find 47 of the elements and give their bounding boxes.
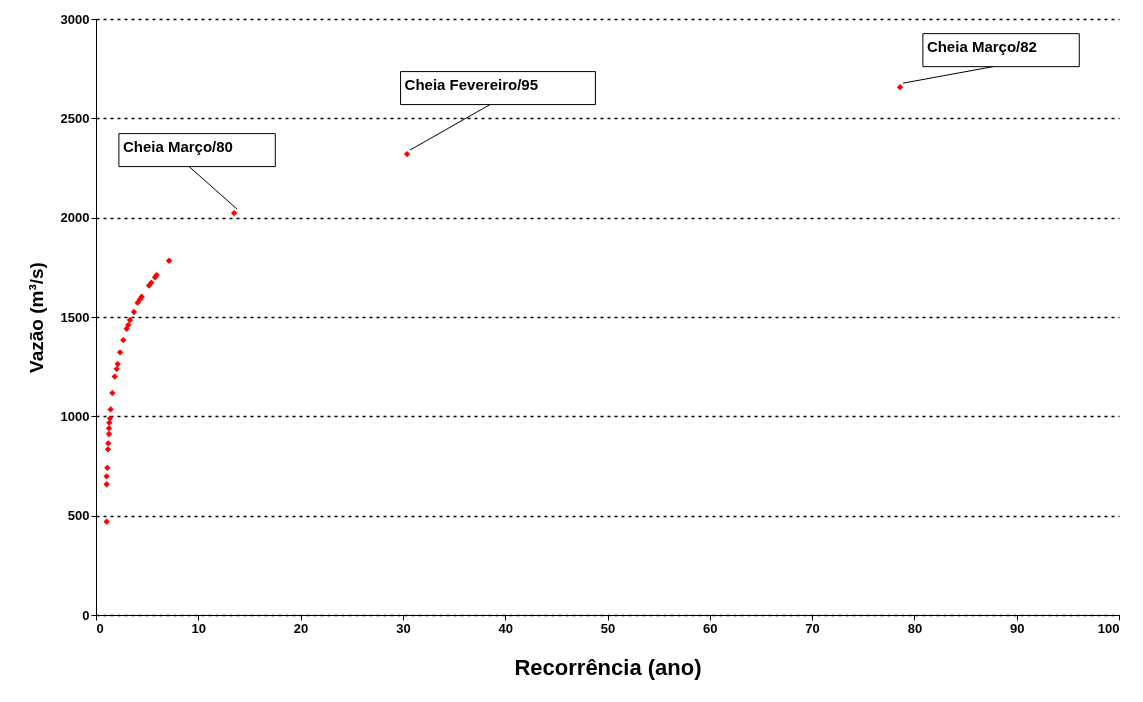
point [104, 464, 111, 471]
point [103, 518, 110, 525]
point [896, 83, 904, 91]
point [116, 349, 124, 356]
x-tick-label: 30 [396, 620, 411, 636]
y-tick-label: 2000 [60, 210, 90, 226]
point [105, 440, 112, 447]
point [107, 406, 114, 413]
x-tick-label: 50 [600, 620, 616, 636]
annotation: Cheia Março/80 [122, 138, 233, 156]
point [125, 321, 132, 329]
y-axis-title: Vazão (m³/s) [25, 262, 47, 373]
point [104, 446, 112, 453]
x-axis-title: Recorrência (ano) [514, 654, 702, 680]
y-tick-label: 0 [82, 607, 90, 623]
point [105, 425, 113, 432]
point [111, 373, 118, 380]
point [126, 316, 134, 324]
point [105, 430, 113, 438]
y-tick-label: 2500 [60, 110, 90, 126]
point [120, 336, 127, 344]
point [103, 481, 110, 488]
point [230, 209, 238, 217]
x-tick-label: 0 [96, 620, 104, 636]
y-tick-label: 1000 [60, 408, 90, 424]
x-tick-label: 100 [1097, 620, 1120, 636]
x-tick-label: 70 [805, 620, 820, 636]
annotation: Cheia Março/82 [926, 38, 1037, 56]
point [109, 389, 116, 397]
point [165, 257, 173, 264]
x-tick-label: 80 [907, 620, 923, 636]
point [103, 473, 110, 480]
x-tick-label: 90 [1009, 620, 1025, 636]
point [403, 150, 411, 158]
point [130, 308, 138, 316]
point [114, 360, 121, 368]
annotation: Cheia Fevereiro/95 [404, 76, 538, 94]
point [123, 325, 130, 332]
x-tick-label: 20 [293, 620, 309, 636]
x-tick-label: 10 [191, 620, 207, 636]
y-tick-label: 3000 [60, 11, 90, 27]
y-tick-label: 1500 [60, 309, 90, 325]
point [113, 365, 120, 373]
x-tick-label: 60 [703, 620, 718, 636]
point [106, 415, 114, 422]
x-tick-label: 40 [498, 620, 513, 636]
y-tick-label: 500 [67, 508, 90, 524]
